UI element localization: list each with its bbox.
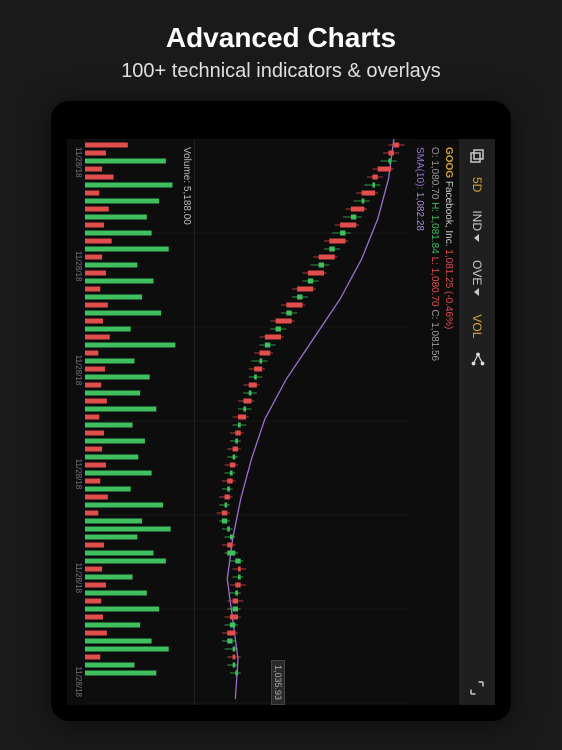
timeframe-label: 5D xyxy=(470,177,484,192)
ove-label: OVE xyxy=(470,260,484,285)
overlays-button[interactable]: OVE xyxy=(466,254,488,302)
vol-label: VOL xyxy=(470,314,484,338)
chevron-down-icon xyxy=(475,234,480,242)
timeframe-button[interactable]: 5D xyxy=(466,171,488,198)
date-tick: 11/28/18 xyxy=(67,666,83,697)
last-price: 1,081.25 xyxy=(443,249,454,288)
sma-value: 1,082.28 xyxy=(414,192,425,231)
symbol: GOOG xyxy=(443,147,454,178)
quote-info: GOOG Facebook, Inc. 1,081.25 (-0.46%) O:… xyxy=(425,139,459,705)
date-tick: 11/28/18 xyxy=(67,355,83,386)
ind-label: IND xyxy=(470,210,484,231)
low-value: 1,080.70 xyxy=(429,268,440,307)
company-name: Facebook, Inc. xyxy=(443,181,454,247)
expand-icon[interactable] xyxy=(468,679,486,697)
close-label: C: xyxy=(429,309,440,319)
tablet-frame: 5D IND OVE VOL xyxy=(51,101,511,721)
price-flag: 1,035.93 xyxy=(271,660,285,705)
open-label: O: xyxy=(429,147,440,158)
app-screen: 5D IND OVE VOL xyxy=(67,139,495,705)
volume-label: Volume: 5,188.00 xyxy=(181,147,192,225)
volume-chart[interactable]: Volume: 5,188.00 xyxy=(85,139,195,705)
chevron-down-icon xyxy=(475,288,480,296)
promo-subtitle: 100+ technical indicators & overlays xyxy=(0,54,562,101)
change-pct: (-0.46%) xyxy=(443,291,454,329)
date-tick: 11/28/18 xyxy=(67,251,83,282)
candlestick-chart[interactable]: 1,035.93 xyxy=(195,139,410,705)
high-value: 1,081.84 xyxy=(429,215,440,254)
indicators-button[interactable]: IND xyxy=(466,204,488,248)
layers-icon[interactable] xyxy=(468,147,486,165)
date-tick: 11/28/18 xyxy=(67,147,83,178)
share-icon[interactable] xyxy=(467,350,488,368)
chart-toolbar: 5D IND OVE VOL xyxy=(459,139,495,705)
close-value: 1,081.56 xyxy=(429,322,440,361)
sma-info: SMA(10): 1,082.28 xyxy=(410,139,425,705)
date-tick: 11/28/18 xyxy=(67,459,83,490)
volume-button[interactable]: VOL xyxy=(466,308,488,344)
open-value: 1,080.70 xyxy=(429,160,440,199)
promo-title: Advanced Charts xyxy=(0,0,562,54)
low-label: L: xyxy=(429,257,440,265)
date-tick: 11/28/18 xyxy=(67,563,83,594)
high-label: H: xyxy=(429,202,440,212)
date-axis: 11/28/18 11/28/18 11/28/18 11/28/18 11/28/18… xyxy=(67,139,85,705)
sma-label: SMA(10): xyxy=(414,147,425,189)
